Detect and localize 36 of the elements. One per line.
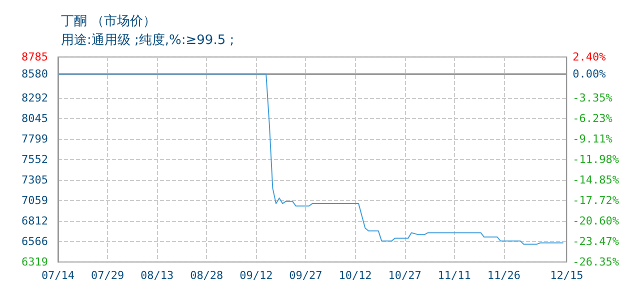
x-tick-label: 09/12 bbox=[240, 269, 273, 282]
y2-tick-label: -20.60% bbox=[572, 214, 620, 228]
y-tick-label: 6812 bbox=[22, 214, 48, 228]
x-tick-label: 10/27 bbox=[388, 269, 422, 282]
x-tick-label: 11/26 bbox=[487, 269, 520, 282]
y2-tick-label: -6.23% bbox=[572, 112, 613, 126]
y-tick-label: 7552 bbox=[22, 153, 48, 166]
y-tick-label: 8785 bbox=[22, 50, 48, 64]
x-tick-label: 07/14 bbox=[41, 269, 75, 282]
y2-tick-label: -3.35% bbox=[572, 92, 613, 104]
y2-tick-label: -11.98% bbox=[572, 153, 620, 166]
x-tick-label: 12/15 bbox=[550, 269, 584, 282]
y2-tick-label: -9.11% bbox=[572, 132, 613, 146]
y2-tick-label: -23.47% bbox=[572, 234, 620, 248]
x-tick-label: 09/27 bbox=[289, 269, 322, 282]
y-tick-label: 6566 bbox=[22, 234, 48, 248]
x-tick-label: 10/12 bbox=[338, 269, 372, 282]
y2-tick-label: -26.35% bbox=[572, 256, 620, 268]
y2-tick-label: 2.40% bbox=[572, 50, 606, 64]
y-tick-label: 8045 bbox=[22, 112, 48, 126]
chart-subtitle: 用途:通用级 ;纯度,%:≥99.5 ; bbox=[61, 32, 234, 48]
x-tick-label: 08/13 bbox=[140, 269, 174, 282]
y-tick-label: 7305 bbox=[22, 174, 48, 187]
x-tick-label: 07/29 bbox=[90, 269, 124, 282]
x-tick-label: 08/28 bbox=[190, 269, 224, 282]
y2-tick-label: 0.00% bbox=[572, 68, 606, 81]
y-tick-label: 6319 bbox=[22, 256, 48, 268]
x-tick-label: 11/11 bbox=[438, 269, 471, 282]
y-tick-label: 7799 bbox=[22, 132, 48, 146]
y2-tick-label: -14.85% bbox=[572, 174, 620, 186]
chart-title: 丁酮 （市场价） bbox=[61, 14, 156, 29]
line-series bbox=[58, 74, 564, 245]
y2-tick-label: -17.72% bbox=[572, 194, 620, 207]
y-tick-label: 7059 bbox=[22, 194, 48, 207]
y-tick-label: 8580 bbox=[22, 68, 48, 81]
y-tick-label: 8292 bbox=[22, 91, 48, 104]
